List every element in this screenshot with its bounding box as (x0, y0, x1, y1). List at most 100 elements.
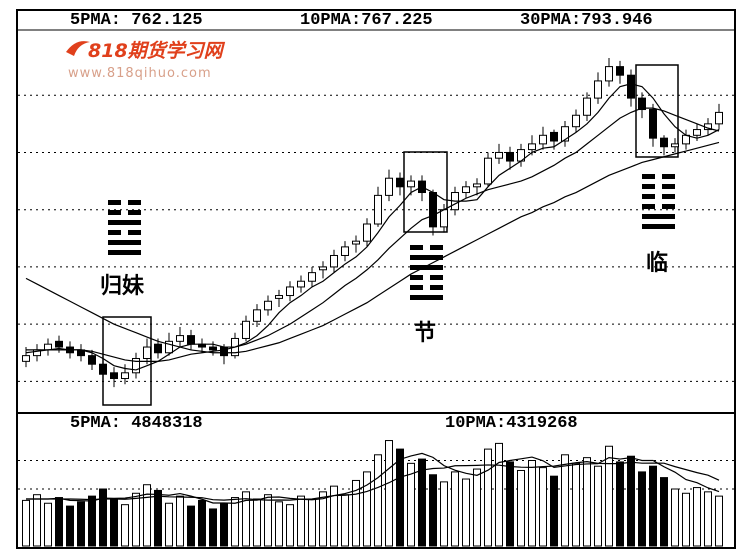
candle-body (638, 97, 646, 111)
candle-body (561, 126, 569, 142)
candle-body (242, 320, 250, 339)
logo: 818期货学习网 www.818qihuo.com (66, 40, 226, 81)
volume-bar (495, 442, 503, 547)
hexagram (642, 174, 675, 229)
candle-body (550, 131, 558, 142)
ma-header: 30PMA:793.946 (520, 11, 653, 30)
candle-body (572, 114, 580, 128)
candle-body (110, 372, 118, 380)
volume-bar (605, 445, 613, 547)
candle-body (462, 186, 470, 194)
candle-body (528, 143, 536, 151)
volume-bar (418, 458, 426, 547)
volume-bar (693, 487, 701, 547)
candle-body (209, 346, 217, 351)
volume-bar (33, 494, 41, 547)
volume-bar (352, 479, 360, 547)
candle-body (473, 183, 481, 188)
volume-bar (484, 448, 492, 547)
candle-body (693, 129, 701, 136)
candle-body (396, 177, 404, 188)
volume-bar (99, 488, 107, 547)
volume-bar (187, 505, 195, 547)
volume-bar (407, 462, 415, 547)
candle-body (154, 343, 162, 354)
candle-body (352, 240, 360, 245)
candle-body (484, 157, 492, 185)
candle-body (286, 286, 294, 297)
volume-bar (583, 457, 591, 547)
candle-body (187, 335, 195, 345)
hexagram-label: 归妹 (100, 274, 145, 299)
volume-bar (473, 468, 481, 547)
ma-line (26, 461, 720, 501)
volume-bar (704, 491, 712, 547)
volume-bar (561, 454, 569, 547)
volume-bar (88, 495, 96, 547)
candle-body (594, 80, 602, 99)
candle-body (253, 309, 261, 322)
candle-body (649, 109, 657, 139)
candle-body (385, 177, 393, 196)
volume-bar (396, 448, 404, 547)
candle-body (341, 246, 349, 256)
volume-bar (671, 488, 679, 547)
candle-body (440, 209, 448, 228)
volume-bar (121, 504, 129, 547)
volume-bar (77, 501, 85, 547)
candle-body (506, 151, 514, 162)
volume-bar (341, 494, 349, 547)
volume-bar (176, 495, 184, 547)
volume-bar (429, 474, 437, 547)
volume-bar (682, 492, 690, 547)
candle-body (363, 223, 371, 242)
volume-bar (198, 499, 206, 547)
candle-body (495, 151, 503, 159)
candle-body (264, 300, 272, 311)
hexagram (410, 245, 443, 300)
frame (16, 9, 736, 549)
ma-line (26, 107, 720, 362)
candle-body (407, 180, 415, 188)
volume-bar (110, 498, 118, 547)
hexagram (108, 200, 141, 255)
candle-body (660, 137, 668, 148)
volume-bar (594, 465, 602, 547)
volume-bar (253, 498, 261, 547)
ma-header: 5PMA: 762.125 (70, 11, 203, 30)
volume-bar (528, 460, 536, 547)
candle-body (176, 335, 184, 342)
volume-bar (440, 481, 448, 547)
volume-bar (627, 455, 635, 547)
volume-bar (231, 497, 239, 547)
volume-bar (154, 489, 162, 547)
volume-bar (297, 495, 305, 547)
candle-body (583, 97, 591, 116)
volume-bar (385, 440, 393, 547)
volume-bar (462, 478, 470, 547)
candle-body (99, 363, 107, 375)
ma-header: 10PMA:4319268 (445, 414, 578, 433)
volume-bar (572, 462, 580, 547)
candle-body (88, 355, 96, 365)
volume-bar (44, 502, 52, 547)
volume-bar (319, 491, 327, 547)
volume-bar (649, 465, 657, 547)
candle-body (121, 372, 129, 380)
candle-body (429, 192, 437, 228)
candle-body (627, 74, 635, 99)
logo-name: 818期货学习网 (88, 40, 226, 62)
volume-bar (451, 471, 459, 547)
volume-bar (143, 484, 151, 547)
ma-header: 5PMA: 4848318 (70, 414, 203, 433)
volume-bar (506, 461, 514, 547)
hexagram-label: 临 (646, 250, 668, 276)
ma-line (26, 452, 720, 504)
volume-bar (264, 494, 272, 547)
candle-body (132, 357, 140, 374)
candle-body (220, 346, 228, 357)
volume-bar (715, 495, 723, 547)
candle-body (55, 340, 63, 348)
volume-bar (308, 498, 316, 547)
